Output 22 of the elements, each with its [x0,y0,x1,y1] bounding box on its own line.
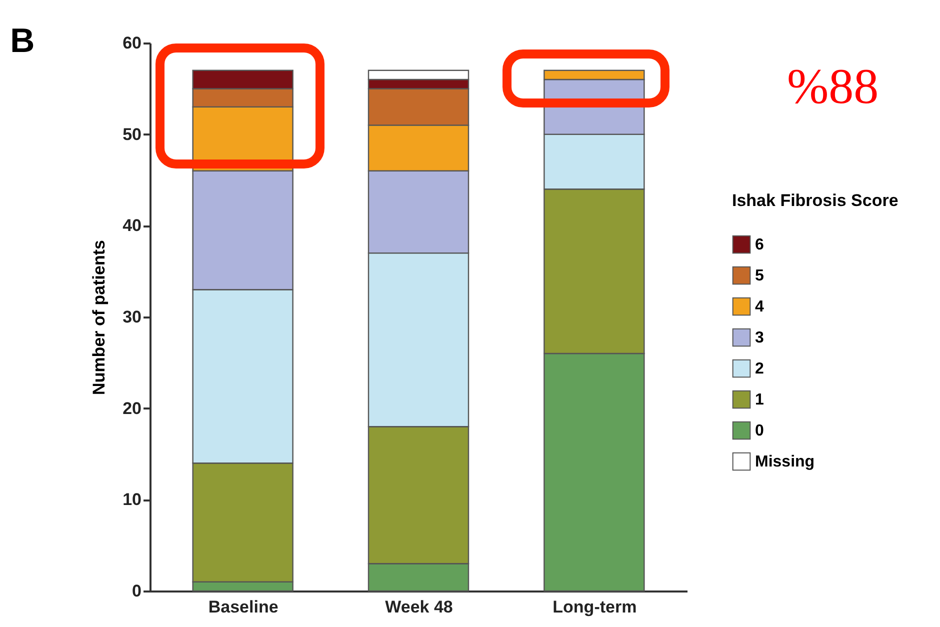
legend-label: 3 [755,330,764,346]
y-tick-label: 0 [132,582,142,600]
y-tick-label: 30 [122,308,142,326]
legend-label: 2 [755,360,764,378]
chart-title: B [10,22,35,60]
text: %88 [787,58,879,114]
legend-label: 1 [755,392,764,408]
legend-label: 5 [755,268,764,284]
x-tick-label: Week 48 [385,598,453,616]
legend-label: 0 [755,422,764,440]
legend-label: Missing [755,454,815,470]
y-tick-label: 60 [122,34,142,52]
y-tick-label: 50 [122,124,142,144]
legend-title: Ishak Fibrosis Score [732,191,898,210]
x-tick-label: Long-term [552,598,637,616]
legend-label: 6 [755,236,764,254]
y-tick-label: 10 [122,490,142,510]
y-axis-title: Number of patients [90,240,109,395]
x-tick-label: Baseline [208,598,278,616]
y-tick-label: 40 [122,216,142,236]
legend-label: 4 [755,298,764,316]
y-tick-label: 20 [122,398,142,418]
